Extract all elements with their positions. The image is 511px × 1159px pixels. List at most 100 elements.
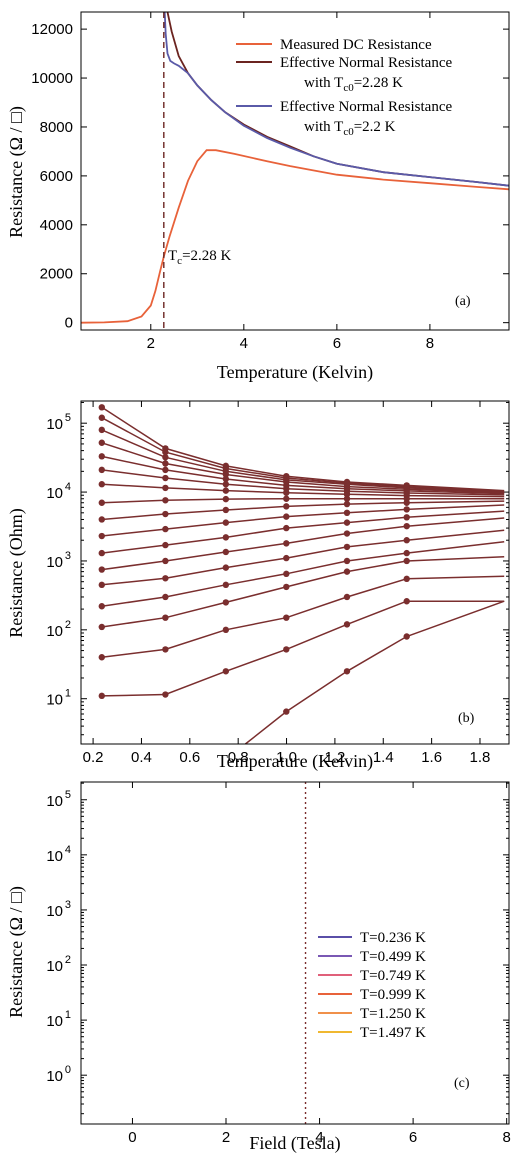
legend-label-228-line1: Effective Normal Resistance [280,55,452,71]
data-point [343,593,351,601]
data-point [98,581,105,589]
tc-annotation: Tc=2.28 K [168,248,232,267]
panel-b-ylabel: Resistance (Ohm) [6,508,27,637]
data-point [162,448,169,456]
x-tick-label: 6 [333,335,341,352]
x-tick-label: 8 [426,335,434,352]
data-point [403,633,410,640]
x-tick-label: 2 [147,335,155,352]
data-point [98,404,105,411]
data-point [222,564,230,571]
legend-label-c: T=1.497 K [360,1025,426,1041]
y-tick-exponent: 4 [65,481,71,493]
y-tick-exponent: 1 [65,1009,71,1021]
data-point [222,581,230,589]
data-point [222,548,230,556]
y-tick-label: 10 [46,903,63,920]
y-tick-label: 10 [46,416,63,433]
data-point [283,554,290,562]
data-point [222,471,230,478]
legend-label-c: T=1.250 K [360,1006,426,1022]
data-point [162,575,169,582]
data-point [222,506,230,514]
data-point [283,570,290,578]
y-tick-exponent: 5 [65,412,71,424]
data-point [283,503,290,510]
data-point [343,500,351,508]
series-normal-22 [163,12,509,187]
panel-c-legend: T=0.236 K T=0.499 K T=0.749 K T=0.999 K T=1.… [318,930,426,1041]
data-point [222,475,230,483]
data-point [162,510,169,518]
legend-228-post: =2.28 K [354,75,403,91]
data-point [283,524,290,532]
x-tick-label: 4 [315,1129,323,1146]
tc-ann-sub: c [177,255,182,267]
y-tick-label: 10 [46,1013,63,1030]
panel-a-xlabel: Temperature (Kelvin) [217,362,373,383]
legend-label-22-line2: with Tc0=2.2 K [304,119,396,138]
data-point [283,513,290,520]
y-tick-label: 10 [46,554,63,571]
panel-b-frame [80,400,510,745]
panel-a-tag: (a) [455,294,471,309]
y-tick-label: 10000 [31,70,73,87]
x-tick-label: 0.6 [179,749,200,766]
data-point [343,668,351,675]
data-point [343,495,351,502]
panel-b: 0.2 0.4 0.6 0.8 1.0 1.2 1.4 1.6 1.810 110 210 310 41… [6,400,510,772]
data-point [283,489,290,496]
data-point [98,603,105,610]
panel-a-ylabel: Resistance (Ω / □) [6,106,27,238]
x-tick-label: 8 [502,1129,510,1146]
series-b-14 [101,556,505,628]
data-point [162,474,169,482]
legend-22-post: =2.2 K [354,119,396,135]
data-point [162,454,169,461]
data-point [162,460,169,467]
data-point [98,692,105,700]
data-point [162,466,169,474]
data-point [98,566,105,573]
data-point [222,534,230,541]
data-point [343,509,351,517]
data-point [283,614,290,621]
y-tick-exponent: 2 [65,619,71,631]
data-point [343,491,351,498]
data-point [403,549,410,557]
data-point [343,543,351,551]
series-measured-dc [81,149,509,324]
data-point [162,691,169,698]
y-tick-label: 10 [46,958,63,975]
data-point [343,568,351,575]
data-point [98,414,105,421]
data-point [222,487,230,494]
y-tick-label: 8000 [40,119,73,136]
data-point [403,537,410,544]
legend-label-c: T=0.236 K [360,930,426,946]
legend-22-pre: with T [304,119,343,135]
y-tick-exponent: 5 [65,789,71,801]
data-point [162,541,169,549]
x-tick-label: 6 [409,1129,417,1146]
y-tick-exponent: 0 [65,1064,71,1076]
legend-label-c: T=0.499 K [360,949,426,965]
x-tick-label: 1.4 [373,749,394,766]
y-tick-label: 10 [46,692,63,709]
y-tick-exponent: 3 [65,550,71,562]
data-point [162,525,169,533]
data-point [222,481,230,488]
y-tick-label: 2000 [40,266,73,283]
data-point [98,439,105,446]
x-tick-label: 4 [240,335,248,352]
data-point [283,495,290,502]
panel-b-series [98,404,505,744]
data-point [222,519,230,526]
data-point [98,654,105,661]
data-point [403,557,410,565]
x-tick-label: 1.2 [324,749,345,766]
panel-a-series [81,12,509,330]
data-point [162,557,169,565]
